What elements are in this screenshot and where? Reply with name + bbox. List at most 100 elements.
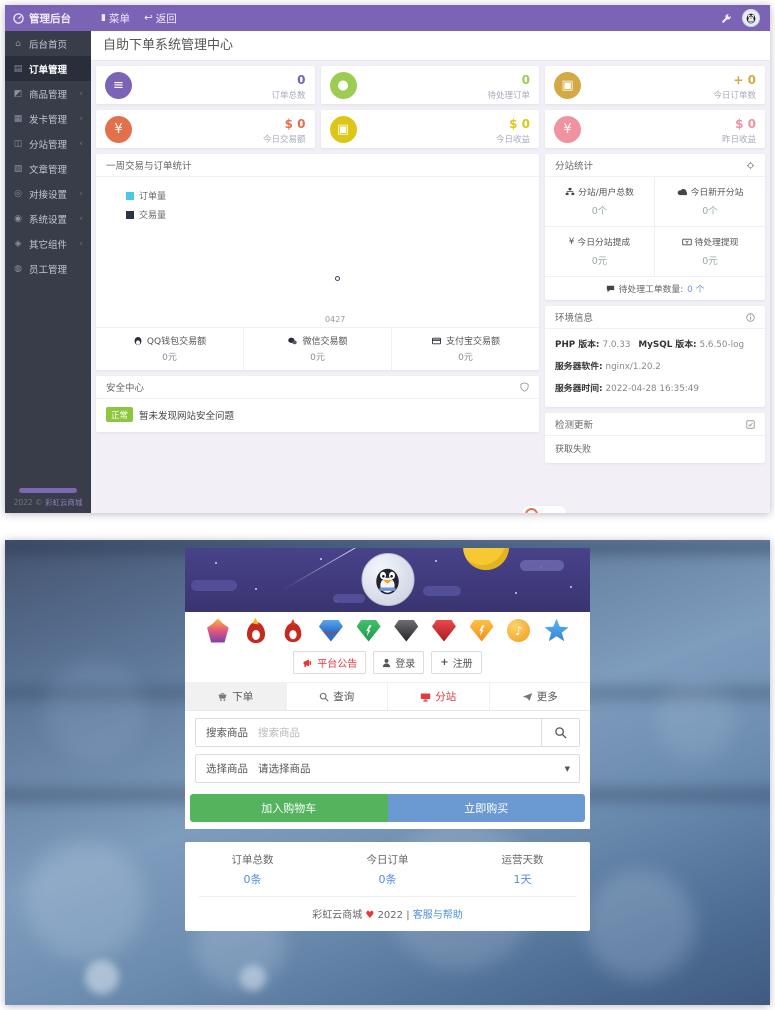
- branch-value: 0元: [591, 256, 608, 267]
- yellow-diamond-icon[interactable]: [469, 619, 494, 642]
- divider: [199, 896, 576, 897]
- admin-top-bar: 管理后台 ▮ 菜单 ↩ 返回: [5, 5, 770, 31]
- search-button[interactable]: [541, 719, 579, 746]
- shield-icon: [520, 382, 529, 392]
- qq-svip-penguin-icon[interactable]: [244, 617, 268, 643]
- wechat-amount-card: 微信交易额 0元: [243, 328, 391, 370]
- buy-row: 加入购物车 立即购买: [185, 794, 590, 829]
- legend-swatch: [126, 191, 134, 200]
- register-button[interactable]: + 注册: [431, 651, 482, 674]
- env-time: 服务器时间: 2022-04-28 16:35:49: [555, 384, 699, 394]
- copyright-link[interactable]: 彩虹云商城: [44, 498, 83, 507]
- sidebar-footer: 2022 © 彩虹云商城: [5, 488, 91, 508]
- stat-label: 今日订单数: [713, 91, 756, 101]
- orange-coin-icon[interactable]: ♪: [507, 619, 531, 642]
- branch-icon: ◫: [13, 138, 23, 149]
- sidebar-item-branch[interactable]: ◫ 分站管理 ‹: [13, 138, 83, 151]
- sidebar-item-orders[interactable]: ▤ 订单管理: [5, 56, 91, 81]
- sidebar-item-system[interactable]: ◉ 系统设置 ‹: [14, 213, 83, 226]
- stat-label: 今日收益: [495, 135, 530, 145]
- paper-plane-icon: [522, 692, 532, 701]
- stat-label: 今日交易额: [262, 135, 306, 145]
- api-icon: ◎: [14, 188, 22, 199]
- kefu-widget-partial[interactable]: [521, 505, 567, 513]
- qq-vip-flame-icon[interactable]: [207, 618, 229, 643]
- announcement-button[interactable]: 平台公告: [293, 651, 367, 674]
- sidebar-item-cards[interactable]: ▦ 发卡管理 ‹: [13, 113, 83, 126]
- sidebar-item-components[interactable]: ◈ 其它组件 ‹: [14, 238, 83, 251]
- support-link[interactable]: 客服与帮助: [412, 910, 463, 921]
- sidebar-item-api[interactable]: ◎ 对接设置 ‹: [14, 188, 83, 201]
- gear-icon[interactable]: [746, 161, 755, 170]
- search-input[interactable]: [258, 726, 541, 739]
- back-arrow-icon: ↩: [143, 12, 153, 24]
- cloud-icon: [677, 188, 687, 195]
- back-button[interactable]: ↩ 返回: [143, 12, 177, 25]
- tab-query[interactable]: 查询: [287, 683, 388, 710]
- stat-card-pending-orders: ● 0 待处理订单: [320, 66, 539, 104]
- line-chart: 订单量 交易量 0427: [96, 177, 539, 327]
- cloud: [423, 586, 461, 596]
- security-panel: 安全中心 正常 暂未发现网站安全问题: [96, 376, 539, 432]
- chart-x-tick: 0427: [325, 315, 346, 324]
- stat-value: $ 0: [735, 117, 756, 131]
- blue-star-icon[interactable]: [544, 618, 569, 642]
- brand[interactable]: 管理后台: [5, 11, 91, 26]
- user-avatar[interactable]: [742, 9, 760, 27]
- sitemap-icon: [565, 187, 575, 196]
- menu-toggle[interactable]: ▮ 菜单: [101, 12, 130, 25]
- search-label: 搜索商品: [206, 727, 248, 739]
- sidebar-item-home[interactable]: ⌂ 后台首页: [5, 31, 91, 56]
- chevron-left-icon: ‹: [79, 113, 83, 124]
- select-value: 请选择商品: [258, 763, 311, 775]
- legend-orders[interactable]: 订单量: [126, 189, 166, 202]
- chat-bubble-icon: [606, 285, 614, 292]
- check-square-icon[interactable]: [746, 419, 755, 429]
- red-diamond-icon[interactable]: [431, 619, 456, 642]
- login-button[interactable]: 登录: [373, 651, 425, 674]
- wrench-icon[interactable]: [721, 13, 732, 24]
- sidebar-item-articles[interactable]: ▧ 文章管理: [13, 163, 68, 176]
- hexagon-icon: ●: [329, 71, 357, 99]
- penguin-avatar-icon: [376, 568, 399, 594]
- briefcase-icon: ▣: [554, 71, 581, 99]
- components-icon: ◈: [14, 238, 22, 249]
- select-group[interactable]: 选择商品 请选择商品 ▼: [195, 754, 580, 783]
- add-to-cart-button[interactable]: 加入购物车: [190, 794, 388, 822]
- chevron-down-icon: ▼: [564, 764, 570, 773]
- alipay-amount-card: 支付宝交易额 0元: [391, 328, 539, 370]
- branch-value: 0元: [702, 256, 718, 267]
- sidebar-item-goods[interactable]: ◩ 商品管理 ‹: [13, 88, 83, 101]
- green-diamond-icon[interactable]: [356, 619, 381, 642]
- qq-year-penguin-icon[interactable]: [282, 618, 304, 642]
- pay-value: 0元: [458, 353, 473, 363]
- legend-trades[interactable]: 交易量: [126, 208, 166, 221]
- stat-card-today-amount: ¥ $ 0 今日交易额: [96, 110, 315, 148]
- admin-sidebar: ⌂ 后台首页 ▤ 订单管理 ◩ 商品管理 ‹ ▦ 发卡管理 ‹ ◫ 分站管理 ‹ ▧ 文章管理 ◎…: [5, 31, 91, 513]
- branch-users-total: 分站/用户总数 0个: [545, 177, 655, 227]
- buy-now-button[interactable]: 立即购买: [387, 794, 585, 822]
- orders-icon: ▤: [13, 63, 23, 74]
- sidebar-item-staff[interactable]: ◍ 员工管理: [14, 263, 68, 276]
- blue-diamond-icon[interactable]: [318, 619, 343, 642]
- tab-order[interactable]: 下单: [185, 683, 287, 710]
- stat-value: 0: [297, 73, 306, 87]
- stat-label: 昨日收益: [721, 135, 756, 145]
- wechat-icon: [288, 337, 298, 344]
- cloud: [191, 580, 237, 591]
- tab-branch[interactable]: 分站: [388, 683, 490, 710]
- tab-more[interactable]: 更多: [490, 683, 591, 710]
- branch-title: 分站统计: [555, 161, 594, 172]
- brand-title: 管理后台: [29, 12, 71, 25]
- pending-tickets-value: 0 个: [687, 285, 705, 295]
- black-diamond-icon[interactable]: [394, 619, 419, 642]
- branch-new-today: 今日新开分站 0个: [655, 177, 765, 227]
- heart-icon: ♥: [365, 910, 375, 921]
- store-stats-card: 订单总数 0条 今日订单 0条 运营天数 1天 彩虹云商城 ♥ 2022 | 客服与帮…: [185, 842, 590, 931]
- penguin-avatar-icon: [746, 13, 756, 24]
- chevron-left-icon: ‹: [79, 188, 83, 199]
- update-check-panel: 检测更新 获取失败: [545, 413, 765, 463]
- chart-panel-title: 一周交易与订单统计: [106, 161, 192, 172]
- staff-icon: ◍: [14, 263, 22, 274]
- order-form: 搜索商品 选择商品 请选择商品 ▼: [185, 711, 590, 794]
